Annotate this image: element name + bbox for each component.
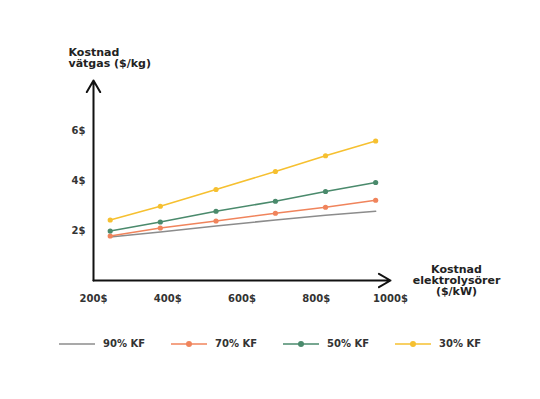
html-text:30% KF: 30% KF (439, 338, 481, 349)
svg-text:6$: 6$ (72, 125, 86, 136)
svg-text:400$: 400$ (154, 293, 182, 304)
html-text:90% KF: 90% KF (103, 338, 145, 349)
svg-text:Kostnadvätgas ($/kg): Kostnadvätgas ($/kg) (69, 46, 151, 70)
svg-text:200$: 200$ (80, 293, 108, 304)
svg-text:800$: 800$ (302, 293, 330, 304)
svg-text:Kostnadelektrolysörer($/kW): Kostnadelektrolysörer($/kW) (413, 263, 501, 298)
svg-text:600$: 600$ (228, 293, 256, 304)
html-text:70% KF: 70% KF (215, 338, 257, 349)
svg-text:4$: 4$ (72, 175, 86, 186)
svg-text:2$: 2$ (72, 225, 86, 236)
html-text:50% KF: 50% KF (327, 338, 369, 349)
svg-text:1000$: 1000$ (373, 293, 408, 304)
